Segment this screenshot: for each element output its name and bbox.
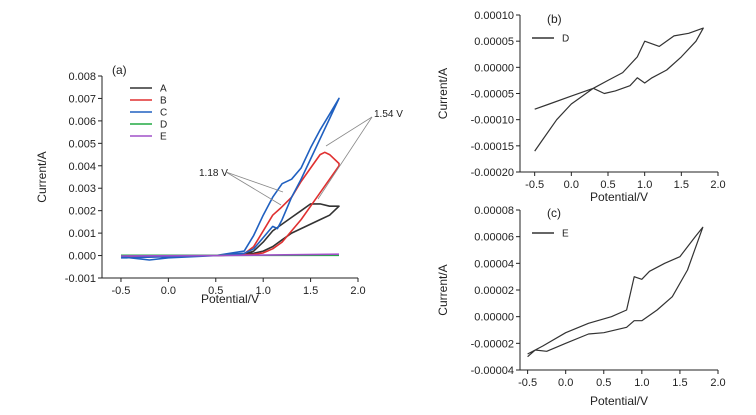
series-line-d — [534, 27, 704, 152]
series-line-e — [527, 226, 704, 358]
y-axis-label: Current/A — [35, 151, 49, 202]
annotation-label: 1.54 V — [374, 109, 403, 120]
y-tick-label: -0.001 — [65, 273, 96, 285]
y-tick-label: 0.007 — [68, 93, 96, 105]
x-tick-label: -0.5 — [111, 285, 130, 297]
x-tick-label: 1.0 — [256, 285, 271, 297]
x-tick-label: 2.0 — [710, 377, 725, 389]
x-tick-label: -0.5 — [525, 179, 544, 191]
panel-label: (c) — [547, 206, 561, 220]
x-axis-label: Potential/V — [201, 292, 259, 306]
y-tick-label: 0.00010 — [474, 10, 514, 22]
x-tick-label: 0.0 — [558, 377, 573, 389]
y-tick-label: 0.00000 — [474, 62, 514, 74]
panel-label: (a) — [112, 63, 127, 77]
x-tick-label: 1.5 — [303, 285, 318, 297]
y-tick-label: -0.00020 — [471, 167, 514, 179]
y-tick-label: -0.00002 — [471, 338, 514, 350]
x-tick-label: 1.5 — [674, 179, 689, 191]
y-tick-label: -0.00010 — [471, 115, 514, 127]
x-tick-label: 1.0 — [634, 377, 649, 389]
y-tick-label: 0.004 — [68, 161, 96, 173]
y-axis-label: Current/A — [436, 68, 450, 119]
y-tick-label: 0.00004 — [474, 258, 514, 270]
x-tick-label: 2.0 — [350, 285, 365, 297]
y-tick-label: 0.00008 — [474, 205, 514, 217]
y-tick-label: 0.003 — [68, 183, 96, 195]
y-tick-label: 0.006 — [68, 116, 96, 128]
y-tick-label: -0.00015 — [471, 141, 514, 153]
x-axis-label: Potential/V — [590, 190, 648, 204]
legend-label-b: B — [160, 96, 167, 107]
x-tick-label: -0.5 — [518, 377, 537, 389]
annotation-pointer — [225, 171, 282, 206]
x-tick-label: 0.0 — [161, 285, 176, 297]
series-line-e — [120, 253, 340, 257]
chart-panel-3: -0.5 0.0 0.5 1.0 1.5 2.0 -0.00004 -0.00002 0.000… — [436, 205, 726, 408]
x-axis-label: Potential/V — [590, 394, 648, 408]
y-tick-label: -0.00004 — [471, 365, 514, 377]
panel-label: (b) — [547, 12, 562, 26]
x-tick-label: 0.5 — [600, 179, 615, 191]
y-tick-label: 0.00005 — [474, 36, 514, 48]
y-tick-label: -0.00005 — [471, 89, 514, 101]
annotation-label: 1.18 V — [199, 168, 228, 179]
y-tick-label: 0.00006 — [474, 232, 514, 244]
chart-panel-1: -0.5 0.0 0.5 1.0 1.5 2.0 -0.001 0.000 0.001 0.002… — [35, 63, 403, 306]
x-tick-label: 0.5 — [596, 377, 611, 389]
y-tick-label: 0.008 — [68, 71, 96, 83]
y-tick-label: 0.00000 — [474, 312, 514, 324]
x-tick-label: 0.0 — [564, 179, 579, 191]
annotation-pointer — [225, 171, 284, 193]
x-tick-label: 2.0 — [710, 179, 725, 191]
y-tick-label: 0.005 — [68, 138, 96, 150]
annotation-pointer — [317, 116, 373, 200]
y-tick-label: 0.002 — [68, 206, 96, 218]
legend-label-c: C — [160, 108, 167, 119]
x-tick-label: 1.5 — [672, 377, 687, 389]
annotation-pointer — [325, 116, 373, 147]
legend-label-d: D — [562, 34, 569, 45]
chart-panel-2: -0.5 0.0 0.5 1.0 1.5 2.0 -0.00020 -0.00015 -0.00… — [436, 10, 726, 204]
x-tick-label: 0.5 — [208, 285, 223, 297]
y-tick-label: 0.001 — [68, 228, 96, 240]
series-line-b — [120, 151, 340, 258]
y-tick-label: 0.00002 — [474, 285, 514, 297]
legend-label-d: D — [160, 120, 167, 131]
series-line-a — [120, 203, 340, 258]
y-axis-label: Current/A — [436, 264, 450, 315]
y-tick-label: 0.000 — [68, 251, 96, 263]
legend-label-e: E — [562, 229, 569, 240]
x-tick-label: 1.0 — [637, 179, 652, 191]
legend-label-e: E — [160, 132, 167, 143]
legend-label-a: A — [160, 84, 167, 95]
series-line-c — [120, 97, 340, 261]
